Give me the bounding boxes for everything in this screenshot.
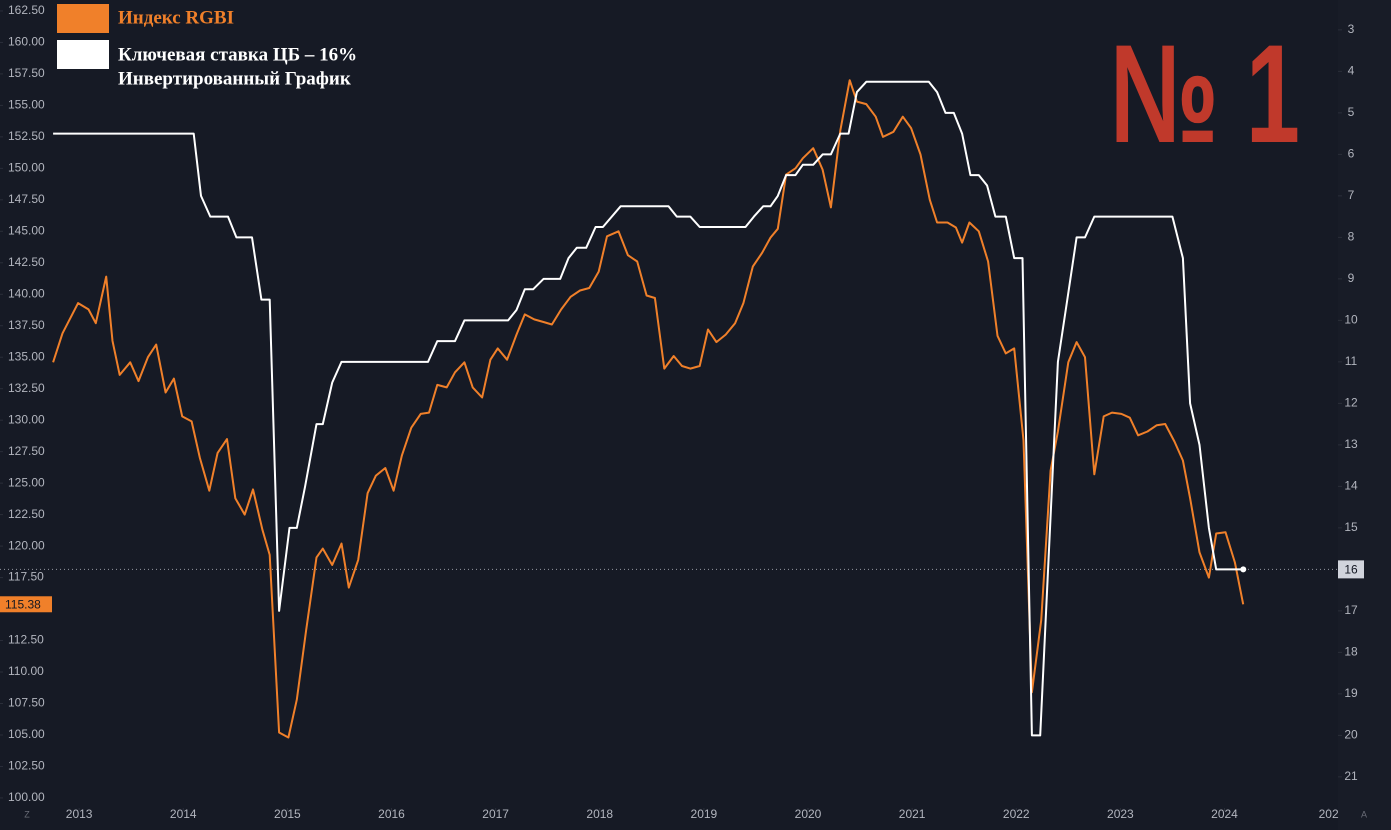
y-tick-label: 127.50	[8, 444, 45, 458]
legend-note: Инвертированный График	[118, 68, 351, 89]
y-tick-label: 137.50	[8, 318, 45, 332]
x-tick-label: 2017	[482, 807, 509, 821]
price-tag-label: 16	[1344, 563, 1358, 577]
right-axis-panel	[1338, 0, 1391, 830]
y2-tick-label: 3	[1348, 22, 1355, 36]
y-tick-label: 102.50	[8, 759, 45, 773]
y2-tick-label: 19	[1344, 686, 1358, 700]
legend-label: Ключевая ставка ЦБ – 16%	[118, 44, 357, 65]
y2-tick-label: 10	[1344, 313, 1358, 327]
last-point	[1240, 566, 1247, 573]
x-tick-label: 2013	[66, 807, 93, 821]
y-tick-label: 150.00	[8, 161, 45, 175]
y2-tick-label: 4	[1348, 64, 1355, 78]
y-tick-label: 100.00	[8, 790, 45, 804]
y2-tick-label: 5	[1348, 105, 1355, 119]
y-tick-label: 162.50	[8, 3, 45, 17]
y-tick-label: 140.00	[8, 286, 45, 300]
y-tick-label: 142.50	[8, 255, 45, 269]
y2-tick-label: 12	[1344, 396, 1358, 410]
y2-tick-label: 18	[1344, 645, 1358, 659]
y-tick-label: 135.00	[8, 349, 45, 363]
series-line	[52, 79, 1245, 739]
y2-tick-label: 7	[1348, 188, 1355, 202]
x-tick-label: 2014	[170, 807, 197, 821]
y-tick-label: 105.00	[8, 727, 45, 741]
y-tick-label: 147.50	[8, 192, 45, 206]
price-tag	[0, 596, 52, 613]
x-tick-label: 2023	[1107, 807, 1134, 821]
x-tick-label: 202	[1319, 807, 1339, 821]
y-tick-label: 155.00	[8, 98, 45, 112]
y-tick-label: 125.00	[8, 475, 45, 489]
y2-tick-label: 20	[1344, 728, 1358, 742]
y2-tick-label: 6	[1348, 147, 1355, 161]
y2-tick-label: 17	[1344, 603, 1358, 617]
y2-tick-label: 9	[1348, 271, 1355, 285]
y-tick-label: 112.50	[8, 633, 44, 647]
series-line	[53, 80, 1244, 737]
y-tick-label: 152.50	[8, 129, 45, 143]
x-tick-label: 2015	[274, 807, 301, 821]
price-tag-label: 115.38	[5, 597, 41, 611]
y-tick-label: 107.50	[8, 696, 45, 710]
y2-tick-label: 8	[1348, 230, 1355, 244]
x-tick-label: 2024	[1211, 807, 1238, 821]
corner-label: A	[1361, 809, 1367, 819]
y2-tick-label: 14	[1344, 479, 1358, 493]
y-tick-label: 160.00	[8, 35, 45, 49]
x-tick-label: 2019	[691, 807, 718, 821]
y2-tick-label: 21	[1344, 769, 1358, 783]
y-tick-label: 130.00	[8, 412, 45, 426]
legend-swatch	[57, 4, 109, 33]
x-tick-label: 2021	[899, 807, 926, 821]
price-tag	[1338, 560, 1364, 579]
big-label: № 1	[1110, 15, 1300, 172]
y-tick-label: 120.00	[8, 538, 45, 552]
x-tick-label: 2016	[378, 807, 405, 821]
corner-label: Z	[24, 809, 30, 819]
x-tick-label: 2018	[586, 807, 613, 821]
legend-swatch	[57, 40, 109, 69]
y-tick-label: 157.50	[8, 66, 45, 80]
y2-tick-label: 13	[1344, 437, 1358, 451]
legend-label: Индекс RGBI	[118, 7, 234, 28]
y-tick-label: 110.00	[8, 664, 44, 678]
y-tick-label: 117.50	[8, 570, 44, 584]
x-tick-label: 2022	[1003, 807, 1030, 821]
y-tick-label: 122.50	[8, 507, 45, 521]
y-tick-label: 132.50	[8, 381, 45, 395]
x-tick-label: 2020	[795, 807, 822, 821]
y2-tick-label: 11	[1345, 354, 1358, 368]
y-tick-label: 145.00	[8, 223, 45, 237]
y2-tick-label: 15	[1344, 520, 1358, 534]
